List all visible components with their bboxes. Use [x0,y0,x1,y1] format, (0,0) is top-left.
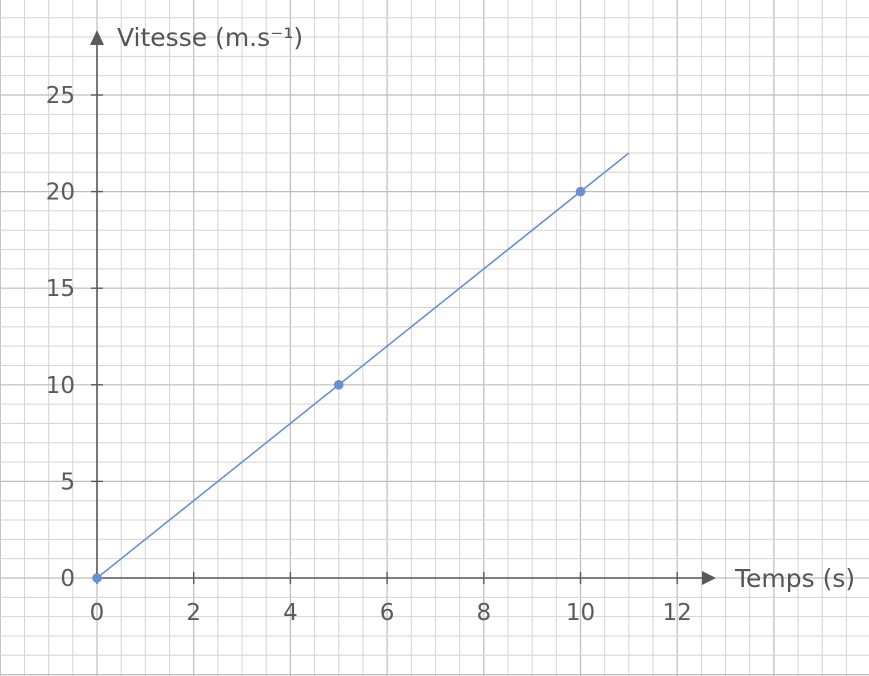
y-tick-label: 10 [46,373,75,399]
x-axis-arrow [702,571,716,585]
y-axis-label: Vitesse (m.s⁻¹) [117,23,303,52]
x-tick-label: 0 [90,600,105,626]
ticks [91,94,678,584]
plot-area [92,152,630,583]
x-tick-label: 12 [663,600,692,626]
y-axis-arrow [90,30,104,45]
x-axis-label: Temps (s) [734,564,855,593]
series-line [96,152,630,579]
data-point [575,186,586,197]
x-tick-label: 10 [566,600,595,626]
y-tick-label: 20 [46,180,75,206]
y-tick-label: 5 [60,469,75,495]
x-tick-label: 6 [380,600,395,626]
y-tick-label: 25 [46,83,75,109]
axes [90,30,716,585]
data-point [92,573,102,583]
x-tick-label: 2 [186,600,201,626]
data-point [333,380,344,390]
x-tick-label: 4 [283,600,298,626]
x-tick-label: 8 [476,600,491,626]
y-tick-label: 0 [60,566,75,592]
tick-labels: 0 2 4 6 8 10 12 0 5 10 15 20 25 [46,83,692,626]
y-tick-label: 15 [46,276,75,302]
